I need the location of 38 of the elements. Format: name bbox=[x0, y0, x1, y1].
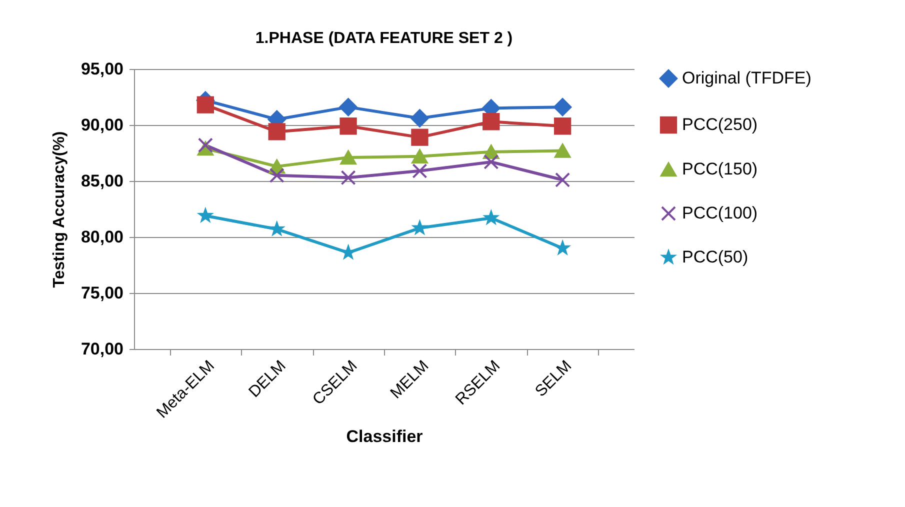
point bbox=[555, 172, 570, 188]
legend-label: PCC(50) bbox=[682, 248, 748, 266]
point bbox=[340, 118, 357, 135]
legend-label: PCC(100) bbox=[682, 204, 758, 222]
point bbox=[198, 208, 212, 222]
point bbox=[339, 98, 358, 116]
point bbox=[410, 109, 429, 128]
legend-label: Original (TFDFE) bbox=[682, 68, 812, 88]
point bbox=[484, 211, 498, 224]
point bbox=[198, 138, 213, 153]
x-axis-title: Classifier bbox=[346, 426, 424, 446]
y-tick-label: 80,00 bbox=[80, 228, 124, 246]
point bbox=[270, 222, 284, 235]
point bbox=[340, 170, 356, 186]
y-tick-label: 85,00 bbox=[80, 172, 124, 190]
point bbox=[269, 168, 284, 183]
point bbox=[484, 154, 499, 170]
point bbox=[554, 144, 571, 158]
point bbox=[412, 149, 428, 164]
point bbox=[340, 150, 356, 165]
y-axis-title: Testing Accuracy(%) bbox=[50, 131, 68, 288]
point bbox=[556, 241, 570, 254]
point bbox=[342, 246, 355, 258]
point bbox=[554, 98, 572, 116]
point bbox=[268, 123, 286, 140]
point bbox=[413, 221, 426, 234]
point bbox=[412, 163, 428, 178]
legend-label: PCC(150) bbox=[682, 160, 758, 178]
point bbox=[196, 96, 214, 114]
point bbox=[554, 118, 572, 135]
y-tick-label: 90,00 bbox=[80, 116, 124, 134]
y-tick-label: 70,00 bbox=[80, 340, 124, 358]
point bbox=[482, 113, 500, 130]
legend-label: PCC(250) bbox=[682, 115, 758, 134]
y-tick-label: 95,00 bbox=[80, 60, 124, 78]
y-tick-label: 75,00 bbox=[80, 284, 124, 302]
point bbox=[411, 128, 428, 146]
chart-title: 1.PHASE (DATA FEATURE SET 2 ) bbox=[255, 30, 513, 47]
